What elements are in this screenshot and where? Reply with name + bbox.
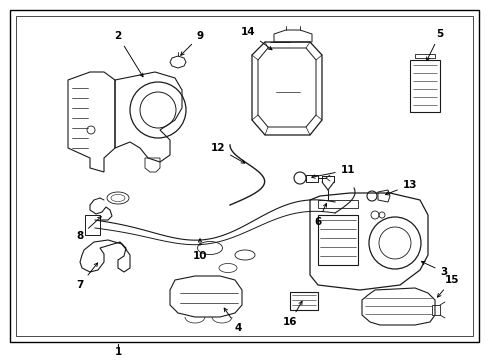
Text: 11: 11: [311, 165, 354, 178]
Text: 1: 1: [114, 347, 122, 357]
Text: 14: 14: [240, 27, 271, 50]
Text: 8: 8: [76, 217, 101, 241]
Bar: [16, 16, 472, 336]
Text: 7: 7: [76, 263, 98, 290]
Text: 12: 12: [210, 143, 244, 163]
Text: 2: 2: [114, 31, 142, 77]
Text: 15: 15: [437, 275, 458, 297]
Text: 13: 13: [385, 180, 416, 195]
Text: 4: 4: [224, 308, 241, 333]
Text: 10: 10: [192, 239, 207, 261]
Text: 9: 9: [180, 31, 203, 55]
Text: 16: 16: [282, 301, 302, 327]
Text: 3: 3: [421, 261, 447, 277]
Text: 5: 5: [426, 29, 443, 60]
Text: 6: 6: [314, 203, 326, 227]
